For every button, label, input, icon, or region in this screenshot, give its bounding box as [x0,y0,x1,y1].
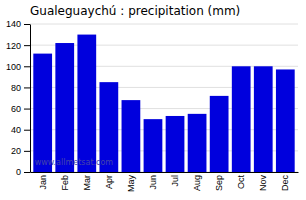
x-tick-label: May [126,175,136,193]
bar [77,35,96,172]
x-tick-label: Aug [192,175,202,191]
y-tick-label: 60 [11,104,21,114]
y-tick-label: 40 [11,125,21,135]
x-tick-label: Mar [82,175,92,191]
y-tick-mark [24,87,30,88]
bar [122,100,141,172]
x-tick: Oct [236,172,246,189]
x-tick: Jan [38,172,48,190]
x-axis: Jan Feb Mar Apr May Jun Jul Aug Sep Oct Nov Dec [31,172,299,192]
x-tick-label: Nov [258,175,268,192]
bar [55,43,74,172]
x-tick-label: Jul [170,175,180,187]
x-tick: Jul [170,172,180,187]
x-tick: Aug [192,172,202,191]
x-tick-label: Jan [38,175,48,190]
y-tick-mark [24,151,30,152]
x-tick: Apr [104,172,114,189]
y-tick: 0 [16,167,30,177]
bar [254,66,273,172]
bar [166,116,185,172]
bar [188,114,207,172]
y-tick: 80 [11,83,30,93]
y-tick-label: 120 [6,41,21,51]
bars [33,35,294,172]
x-tick-label: Feb [60,175,70,191]
x-tick: Dec [280,172,290,191]
domain [30,25,31,173]
x-tick: Sep [214,172,224,191]
y-tick-label: 0 [16,167,21,177]
bar [33,54,52,172]
title: Gualeguaychú : precipitation (mm) [30,4,240,18]
bar [232,66,251,172]
y-tick: 140 [6,19,30,29]
grid [30,24,298,172]
bar [144,119,163,172]
y-tick: 100 [6,62,30,72]
x-tick-label: Oct [236,175,246,190]
y-tick-mark [24,24,30,25]
x-tick-label: Dec [280,175,290,192]
x-tick: Jun [148,172,158,190]
bar [276,69,295,172]
x-tick: Nov [258,172,268,191]
y-tick-label: 100 [6,62,21,72]
x-tick: Mar [82,172,92,191]
x-tick: Feb [60,172,70,191]
y-axis: 0 20 40 60 80 100 120 140 [6,19,31,177]
y-tick: 40 [11,125,30,135]
bar [210,96,229,172]
y-tick-label: 140 [6,19,21,29]
x-tick-label: Jun [148,175,158,190]
x-tick-label: Apr [104,175,114,189]
chart: 0 20 40 60 80 100 120 140 Jan Feb Mar Apr May Jun Jul A… [0,0,306,200]
y-tick-mark [24,109,30,110]
grid-line [30,24,298,25]
y-tick-mark [24,45,30,46]
y-tick: 60 [11,104,30,114]
x-tick: May [126,172,136,192]
y-tick-label: 80 [11,83,21,93]
y-tick: 20 [11,146,30,156]
y-tick-label: 20 [11,146,21,156]
plot: 0 20 40 60 80 100 120 140 Jan Feb Mar Apr May Jun Jul A… [6,19,299,192]
watermark: www.allmetsat.com [35,158,114,167]
y-tick: 120 [6,41,30,51]
x-tick-label: Sep [214,175,224,191]
y-tick-mark [24,172,30,173]
y-tick-mark [24,66,30,67]
domain [31,172,299,173]
y-tick-mark [24,130,30,131]
